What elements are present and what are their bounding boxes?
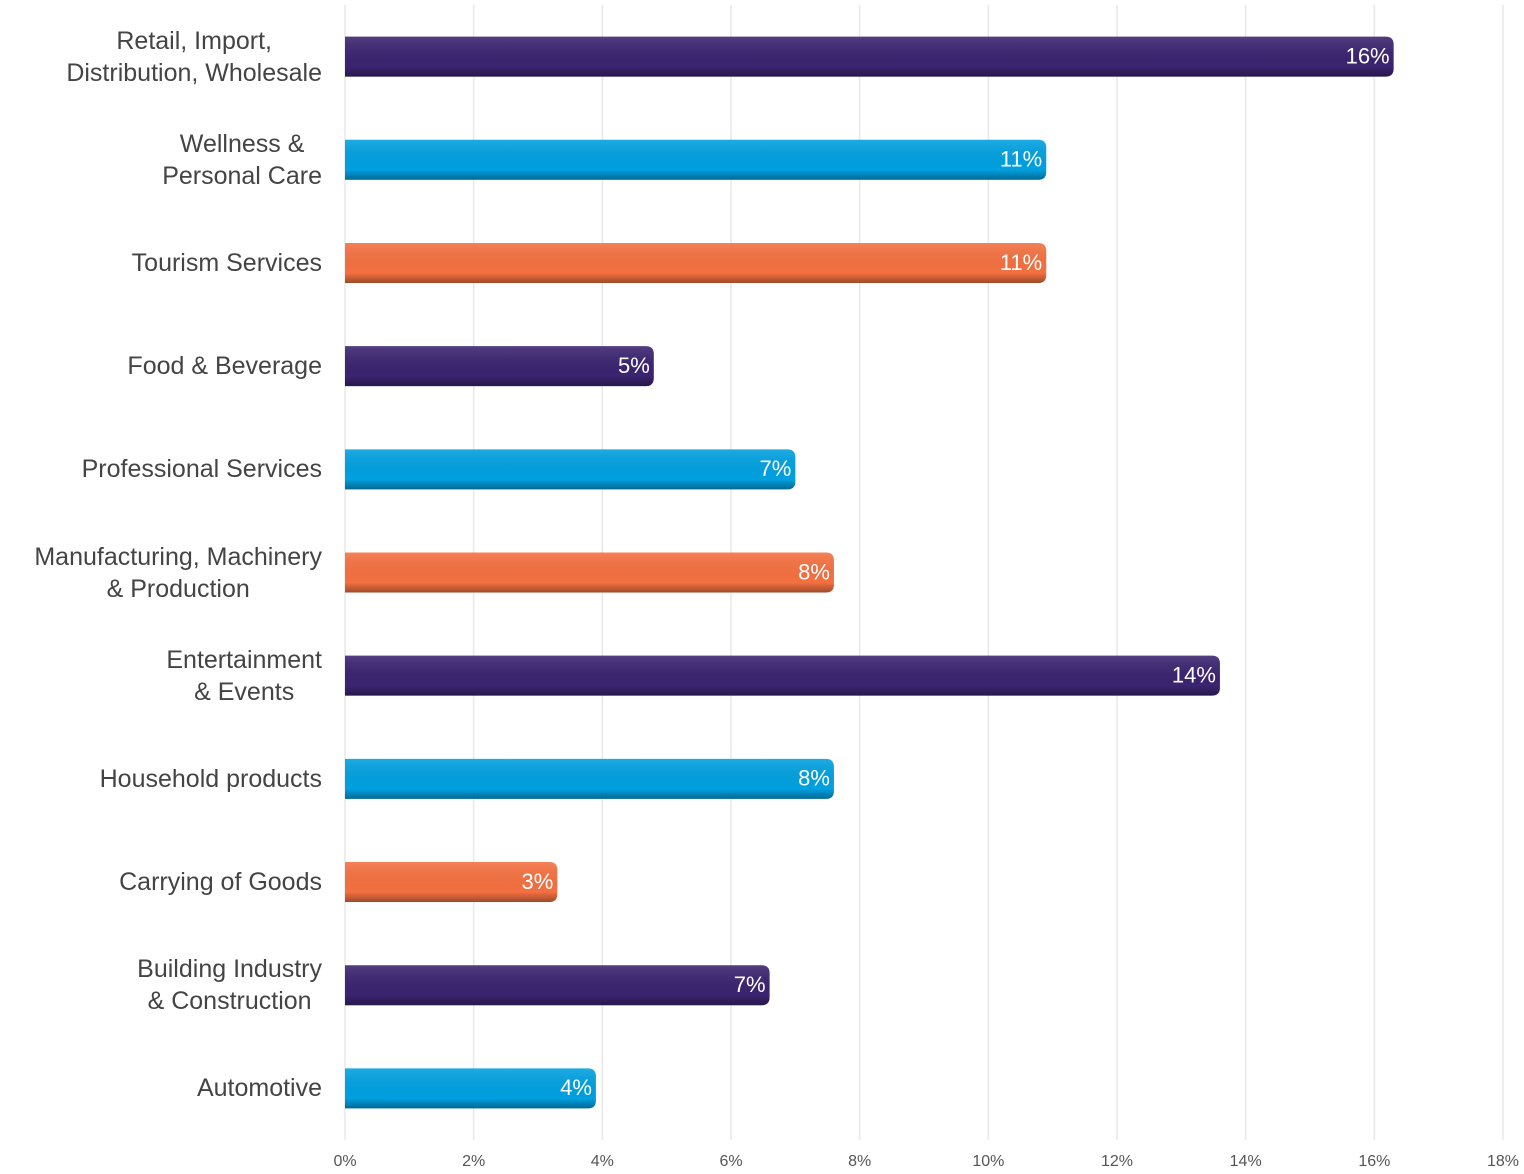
x-tick-label: 12% [1101, 1153, 1133, 1170]
x-tick-label: 8% [848, 1153, 871, 1170]
data-label: 7% [760, 456, 792, 481]
x-tick-label: 18% [1487, 1153, 1519, 1170]
x-tick-label: 0% [333, 1153, 356, 1170]
category-label: Tourism Services [131, 248, 322, 277]
bar-shade [345, 862, 558, 903]
bar-shade [345, 449, 796, 490]
x-tick-label: 4% [591, 1153, 614, 1170]
data-label: 7% [734, 972, 766, 997]
bar-shade [345, 139, 1047, 180]
data-label: 16% [1346, 43, 1390, 68]
bar-shade [345, 36, 1394, 77]
bar-shade [345, 965, 770, 1006]
data-label: 8% [798, 559, 830, 584]
bar-shade [345, 1068, 596, 1109]
bar-shade [345, 242, 1047, 283]
bar-shade [345, 758, 834, 799]
category-label: Automotive [196, 1074, 322, 1103]
category-label: Wellness & Personal Care [162, 129, 322, 190]
category-label: Household products [99, 764, 322, 793]
bar-shade [345, 655, 1220, 696]
bar-shade [345, 346, 654, 387]
data-label: 5% [618, 353, 650, 378]
x-tick-label: 16% [1358, 1153, 1390, 1170]
bar-shade [345, 552, 834, 593]
category-label: Retail, Import, Distribution, Wholesale [66, 26, 322, 87]
data-label: 11% [1000, 147, 1042, 172]
data-label: 14% [1172, 662, 1216, 687]
data-label: 3% [522, 869, 554, 894]
category-label: Entertainment & Events [166, 645, 322, 706]
x-tick-label: 14% [1230, 1153, 1262, 1170]
x-tick-label: 10% [972, 1153, 1004, 1170]
x-tick-label: 2% [462, 1153, 485, 1170]
category-label: Food & Beverage [127, 352, 322, 381]
category-label: Professional Services [81, 455, 322, 484]
data-label: 11% [1000, 250, 1042, 275]
category-label: Carrying of Goods [119, 868, 322, 897]
category-label: Manufacturing, Machinery & Production [34, 542, 322, 603]
x-tick-label: 6% [719, 1153, 742, 1170]
data-label: 4% [560, 1075, 592, 1100]
category-label: Building Industry & Construction [137, 955, 322, 1016]
data-label: 8% [798, 766, 830, 791]
